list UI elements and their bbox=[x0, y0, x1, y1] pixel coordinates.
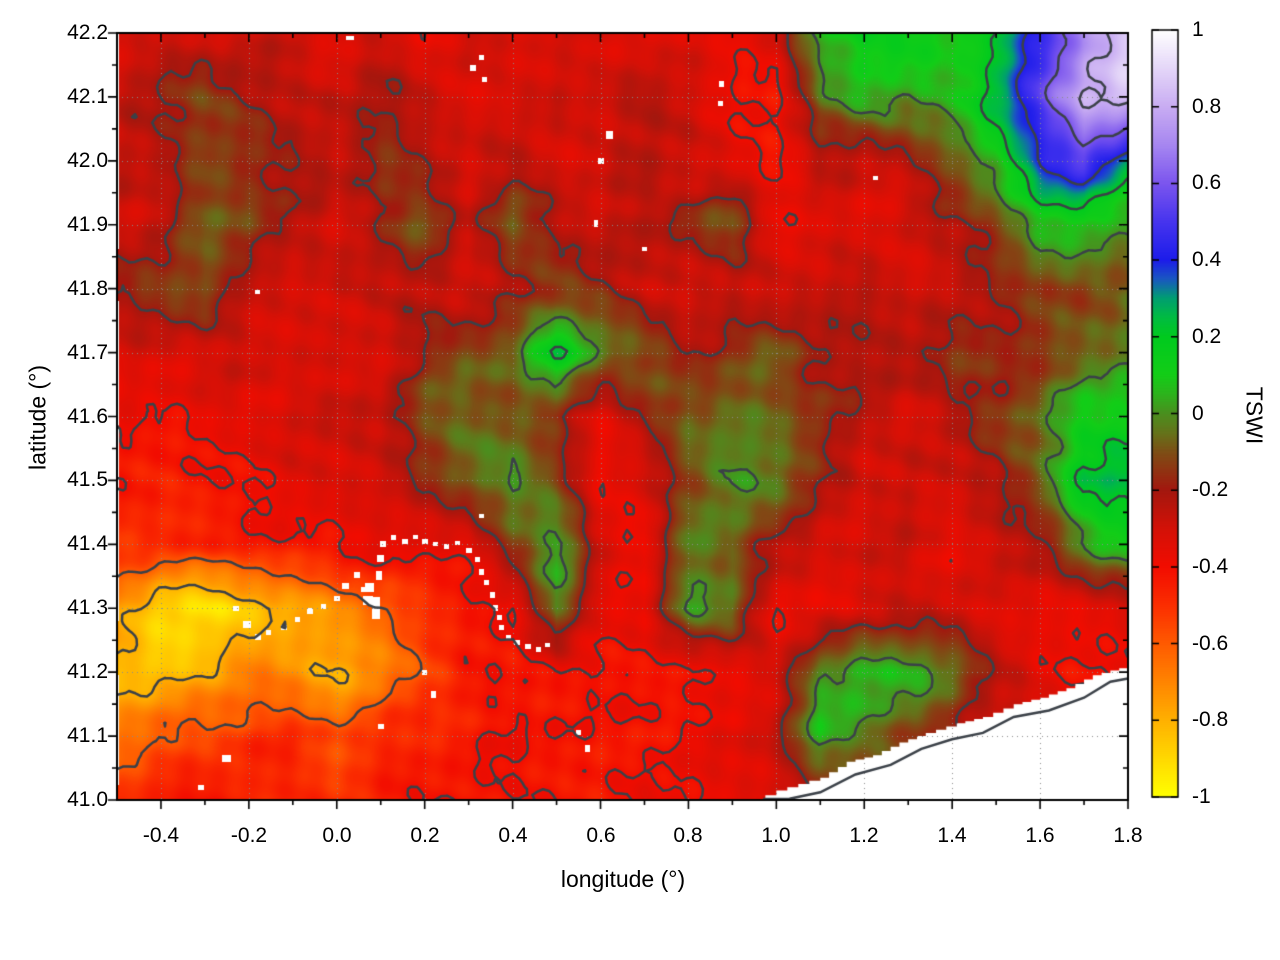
x-tick-label: 0.4 bbox=[498, 824, 528, 847]
colorbar-tick-label: 1 bbox=[1192, 18, 1204, 41]
y-tick-label: 41.9 bbox=[67, 213, 108, 236]
y-tick-label: 41.5 bbox=[67, 468, 108, 491]
x-tick-label: 1.4 bbox=[937, 824, 967, 847]
x-tick-label: 0.0 bbox=[322, 824, 352, 847]
y-tick-label: 41.7 bbox=[67, 341, 108, 364]
y-tick-label: 42.0 bbox=[67, 149, 108, 172]
colorbar-tick-label: -0.6 bbox=[1192, 632, 1229, 655]
y-tick-label: 41.0 bbox=[67, 788, 108, 811]
y-tick-label: 41.4 bbox=[67, 532, 108, 555]
x-tick-label: 1.0 bbox=[761, 824, 791, 847]
colorbar-tick-label: -0.8 bbox=[1192, 708, 1229, 731]
y-tick-label: 41.6 bbox=[67, 405, 108, 428]
colorbar-tick-label: 0.2 bbox=[1192, 325, 1222, 348]
y-tick-label: 42.1 bbox=[67, 85, 108, 108]
y-tick-label: 41.3 bbox=[67, 596, 108, 619]
colorbar-tick-label: -0.2 bbox=[1192, 478, 1229, 501]
x-tick-label: 0.6 bbox=[586, 824, 616, 847]
colorbar-tick-label: 0.6 bbox=[1192, 171, 1222, 194]
x-tick-label: 1.2 bbox=[849, 824, 879, 847]
x-tick-label: -0.2 bbox=[230, 824, 268, 847]
y-tick-label: 41.1 bbox=[67, 724, 108, 747]
colorbar-tick-label: 0 bbox=[1192, 402, 1204, 425]
colorbar-tick-label: 0.4 bbox=[1192, 248, 1222, 271]
x-tick-label: 1.8 bbox=[1113, 824, 1143, 847]
y-tick-label: 41.2 bbox=[67, 660, 108, 683]
y-axis-title: latitude (°) bbox=[24, 364, 51, 471]
colorbar-tick-label: 0.8 bbox=[1192, 95, 1222, 118]
x-tick-label: 0.8 bbox=[673, 824, 703, 847]
x-axis-title: longitude (°) bbox=[560, 866, 686, 892]
y-tick-label: 41.8 bbox=[67, 277, 108, 300]
y-tick-label: 42.2 bbox=[67, 21, 108, 44]
colorbar-title: TSWI bbox=[1241, 386, 1268, 445]
colorbar-tick-label: -0.4 bbox=[1192, 555, 1229, 578]
x-tick-label: -0.4 bbox=[142, 824, 180, 847]
x-tick-label: 1.6 bbox=[1025, 824, 1055, 847]
colorbar-tick-label: -1 bbox=[1192, 785, 1211, 808]
x-tick-label: 0.2 bbox=[410, 824, 440, 847]
